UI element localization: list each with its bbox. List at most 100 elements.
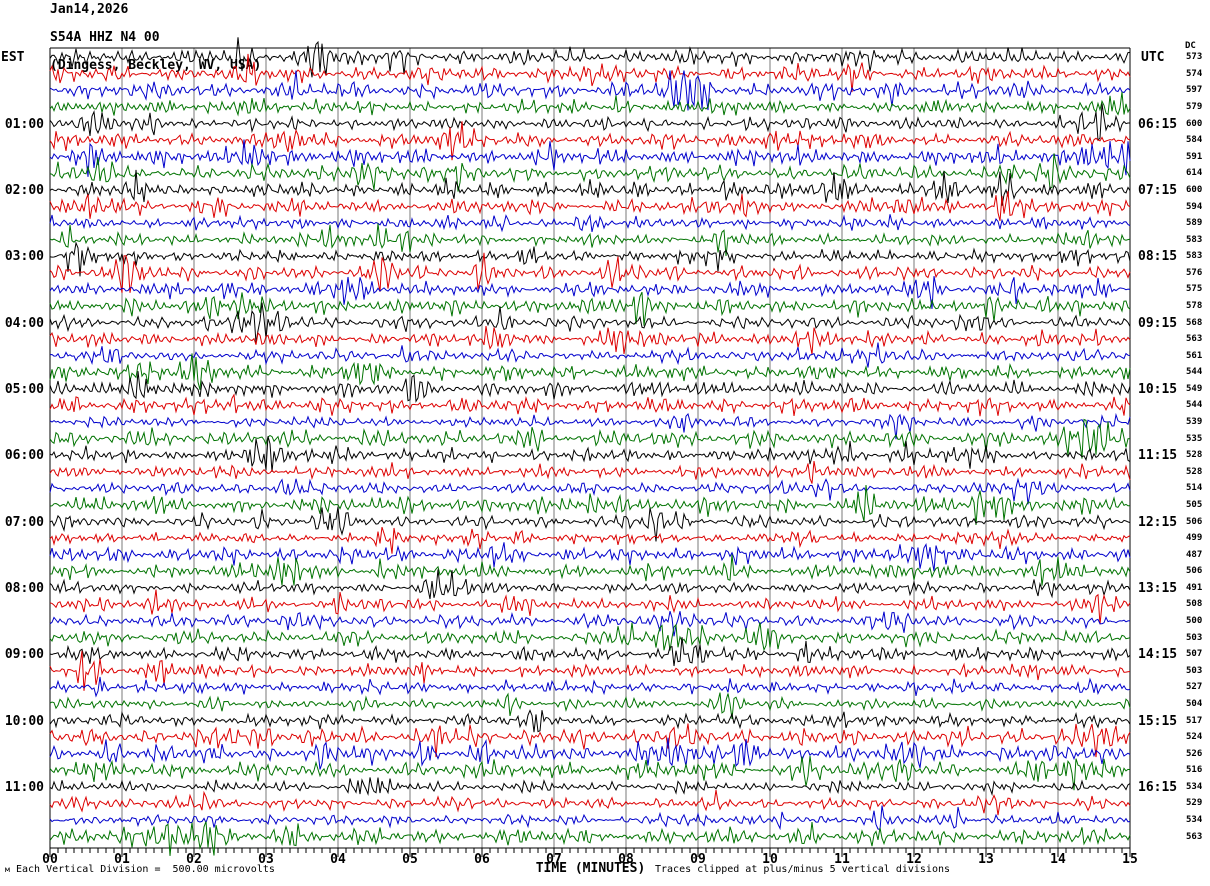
seismogram-trace (49, 542, 1131, 572)
est-hour-label: 02:00 (4, 182, 44, 198)
utc-hour-label: 08:15 (1138, 249, 1178, 265)
seismogram-trace (49, 554, 1131, 586)
dc-value: 544 (1186, 367, 1203, 378)
seismogram-trace (49, 191, 1131, 222)
dc-value: 504 (1186, 698, 1203, 709)
seismogram-trace (49, 477, 1131, 505)
dc-value: 528 (1186, 466, 1203, 477)
est-hour-label: 04:00 (4, 315, 44, 331)
utc-hour-label: 12:15 (1138, 514, 1178, 530)
dc-value: 534 (1186, 781, 1203, 792)
seismogram-trace (49, 622, 1131, 652)
seismogram-trace (49, 153, 1131, 192)
est-hour-label: 10:00 (4, 713, 44, 729)
dc-value: 584 (1186, 135, 1203, 146)
utc-hour-label: 06:15 (1138, 116, 1178, 132)
seismogram-trace (49, 223, 1131, 256)
est-hour-label: 06:00 (4, 448, 44, 464)
seismogram-trace (49, 692, 1131, 720)
minute-tick-label: 05 (402, 852, 418, 867)
dc-value: 576 (1186, 267, 1203, 278)
seismogram-trace (49, 276, 1131, 309)
minute-tick-label: 10 (762, 852, 778, 867)
utc-hour-label: 14:15 (1138, 647, 1178, 663)
minute-tick-label: 09 (690, 852, 706, 867)
seismogram-trace (49, 506, 1131, 542)
est-hour-label: 05:00 (4, 381, 44, 397)
seismogram-trace (49, 650, 1131, 691)
time-axis-label: TIME (MINUTES) (535, 861, 646, 876)
minute-tick-label: 13 (978, 852, 994, 867)
seismogram-trace (49, 412, 1131, 440)
dc-value: 534 (1186, 814, 1203, 825)
minute-tick-label: 14 (1050, 852, 1066, 867)
minute-tick-label: 01 (114, 852, 130, 867)
seismogram-trace (49, 139, 1131, 177)
dc-value: 526 (1186, 748, 1203, 759)
dc-value: 505 (1186, 499, 1203, 510)
seismogram-trace (49, 37, 1131, 78)
seismogram-trace (49, 213, 1131, 233)
seismogram-trace (49, 241, 1131, 277)
dc-value: 528 (1186, 450, 1203, 461)
seismogram-trace (49, 789, 1131, 816)
minute-tick-label: 08 (618, 852, 634, 867)
seismogram-trace (49, 103, 1130, 142)
minute-tick-label: 00 (42, 852, 58, 867)
seismogram-trace (49, 709, 1131, 733)
seismogram-trace (49, 589, 1131, 625)
dc-value: 583 (1186, 234, 1203, 245)
title-station: S54A HHZ N4 00 (50, 30, 160, 45)
seismogram-trace (49, 121, 1131, 161)
dc-value: 517 (1186, 715, 1203, 726)
est-timezone-label: EST (1, 50, 25, 65)
dc-value: 503 (1186, 665, 1203, 676)
title-date: Jan14,2026 (50, 2, 129, 17)
dc-column-header: DC (1185, 41, 1196, 51)
minute-tick-label: 12 (906, 852, 922, 867)
est-hour-label: 09:00 (4, 647, 44, 663)
dc-value: 500 (1186, 616, 1203, 627)
minute-tick-label: 06 (474, 852, 490, 867)
utc-hour-label: 16:15 (1138, 779, 1178, 795)
seismogram-trace (49, 418, 1131, 459)
dc-value: 583 (1186, 251, 1203, 262)
dc-value: 591 (1186, 151, 1203, 162)
dc-value: 578 (1186, 301, 1203, 311)
dc-value: 508 (1186, 599, 1203, 610)
seismogram-trace (49, 777, 1131, 797)
dc-value: 563 (1186, 334, 1203, 345)
dc-value: 524 (1186, 732, 1203, 743)
seismogram-trace (49, 353, 1131, 390)
seismogram-trace (49, 755, 1131, 791)
dc-value: 506 (1186, 516, 1203, 527)
seismogram-trace (49, 821, 1131, 856)
dc-value: 487 (1186, 549, 1203, 560)
seismogram-trace (49, 291, 1131, 326)
utc-hour-label: 10:15 (1138, 381, 1178, 397)
minute-tick-label: 04 (330, 852, 346, 867)
seismogram-trace (49, 70, 1131, 111)
seismogram-trace (49, 252, 1131, 293)
utc-hour-label: 11:15 (1138, 448, 1178, 464)
dc-value: 539 (1186, 417, 1203, 428)
dc-value: 503 (1186, 632, 1203, 643)
plot-title: Jan14,2026 S54A HHZ N4 00 (Dingess, Beck… (50, 3, 261, 73)
utc-hour-label: 07:15 (1138, 182, 1178, 198)
seismogram-trace (49, 484, 1130, 526)
seismogram-trace (49, 737, 1131, 770)
dc-value: 549 (1186, 383, 1203, 394)
seismogram-trace (49, 91, 1131, 117)
clip-note: Traces clipped at plus/minus 5 vertical … (655, 864, 951, 875)
dc-value: 600 (1186, 184, 1203, 195)
minute-tick-label: 07 (546, 852, 562, 867)
minute-tick-label: 03 (258, 852, 274, 867)
seismogram-trace (49, 436, 1131, 472)
dc-value: 507 (1186, 649, 1203, 660)
dc-value: 535 (1186, 433, 1203, 444)
dc-value: 527 (1186, 682, 1203, 693)
dc-value: 614 (1186, 168, 1203, 179)
dc-value: 573 (1186, 52, 1203, 63)
est-hour-label: 11:00 (4, 779, 44, 795)
